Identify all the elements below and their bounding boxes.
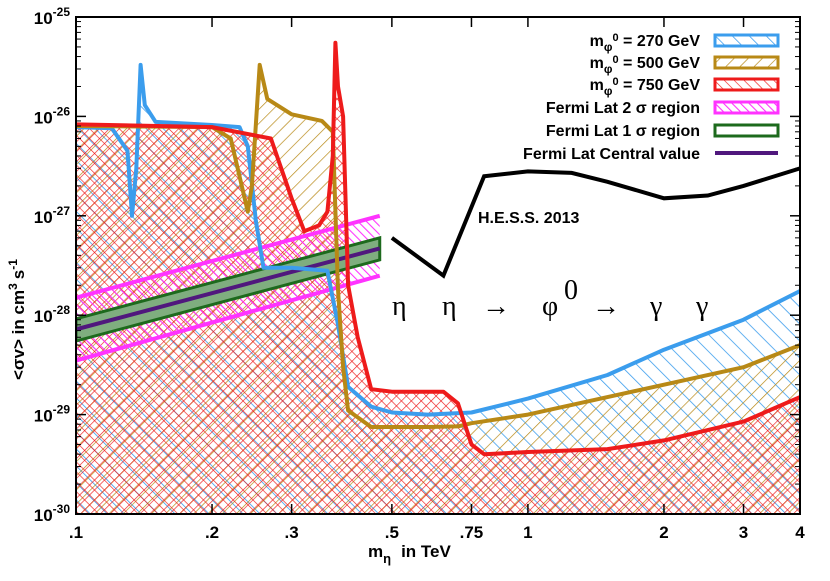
series-curve-2 [76, 62, 800, 429]
fermi-2sigma-edge-2 [76, 213, 381, 300]
legend-swatch-5 [713, 123, 780, 138]
y-tick-label-6: 10-25 [34, 5, 71, 28]
fermi-central-line [76, 246, 381, 332]
x-tick-label-2: .2 [205, 523, 219, 542]
axis-ticks [75, 16, 801, 515]
hess-label: H.E.S.S. 2013 [478, 210, 579, 227]
x-tick-label-8: 3 [739, 523, 748, 542]
annotation-part-6: → [592, 291, 620, 322]
y-tick-label-3: 10-28 [34, 303, 71, 326]
legend-label-6: Fermi Lat Central value [523, 146, 700, 163]
series-curves [76, 40, 800, 457]
legend-swatch-1 [713, 33, 780, 48]
series-curve-3 [76, 40, 800, 457]
axis-tick-labels: .1 .2 .3 .5 .75 1 2 3 4 10-30 10-29 10-28 10-27 10-26… [34, 5, 806, 542]
annotation-part-8: γ [695, 291, 708, 322]
legend-label-2: mφ0 = 500 GeV [590, 54, 701, 76]
plot-frame [75, 16, 801, 515]
legend-swatch-2 [713, 55, 780, 70]
annotation-part-1: η [392, 291, 407, 322]
legend-label-4: Fermi Lat 2 σ region [546, 100, 700, 117]
legend-label-1: mφ0 = 270 GeV [590, 32, 701, 54]
fermi-bands [76, 213, 382, 363]
series-fills [76, 42, 800, 514]
annotation-part-5: 0 [564, 275, 578, 306]
y-tick-label-1: 10-30 [34, 502, 71, 525]
y-tick-label-2: 10-29 [34, 403, 71, 426]
y-tick-label-5: 10-26 [34, 104, 71, 127]
legend-swatch-3 [713, 77, 780, 92]
x-tick-label-9: 4 [795, 523, 805, 542]
x-tick-label-3: .3 [285, 523, 299, 542]
legend-label-5: Fermi Lat 1 σ region [546, 123, 700, 140]
x-tick-label-7: 2 [659, 523, 668, 542]
legend-label-3: mφ0 = 750 GeV [590, 76, 701, 98]
series-curve-1 [76, 62, 800, 417]
x-tick-label-1: .1 [69, 523, 83, 542]
legend-swatch-4 [713, 100, 780, 115]
annotation-part-3: → [482, 291, 510, 322]
x-tick-label-5: .75 [460, 523, 484, 542]
hess-curve [390, 166, 801, 279]
annotation-part-4: φ [542, 291, 558, 322]
x-tick-label-6: 1 [523, 523, 532, 542]
y-axis-label: <σv> in cm3s-1 [6, 259, 28, 380]
process-annotation: η η → φ0 → γ γ [392, 275, 708, 322]
x-tick-label-4: .5 [385, 523, 399, 542]
series-fill-3-cross [76, 42, 800, 514]
y-tick-label-4: 10-27 [34, 204, 71, 227]
annotation-part-2: η [442, 291, 457, 322]
x-axis-label: mη in TeV [368, 542, 451, 566]
hess-line [390, 166, 801, 279]
annotation-part-7: γ [649, 291, 662, 322]
